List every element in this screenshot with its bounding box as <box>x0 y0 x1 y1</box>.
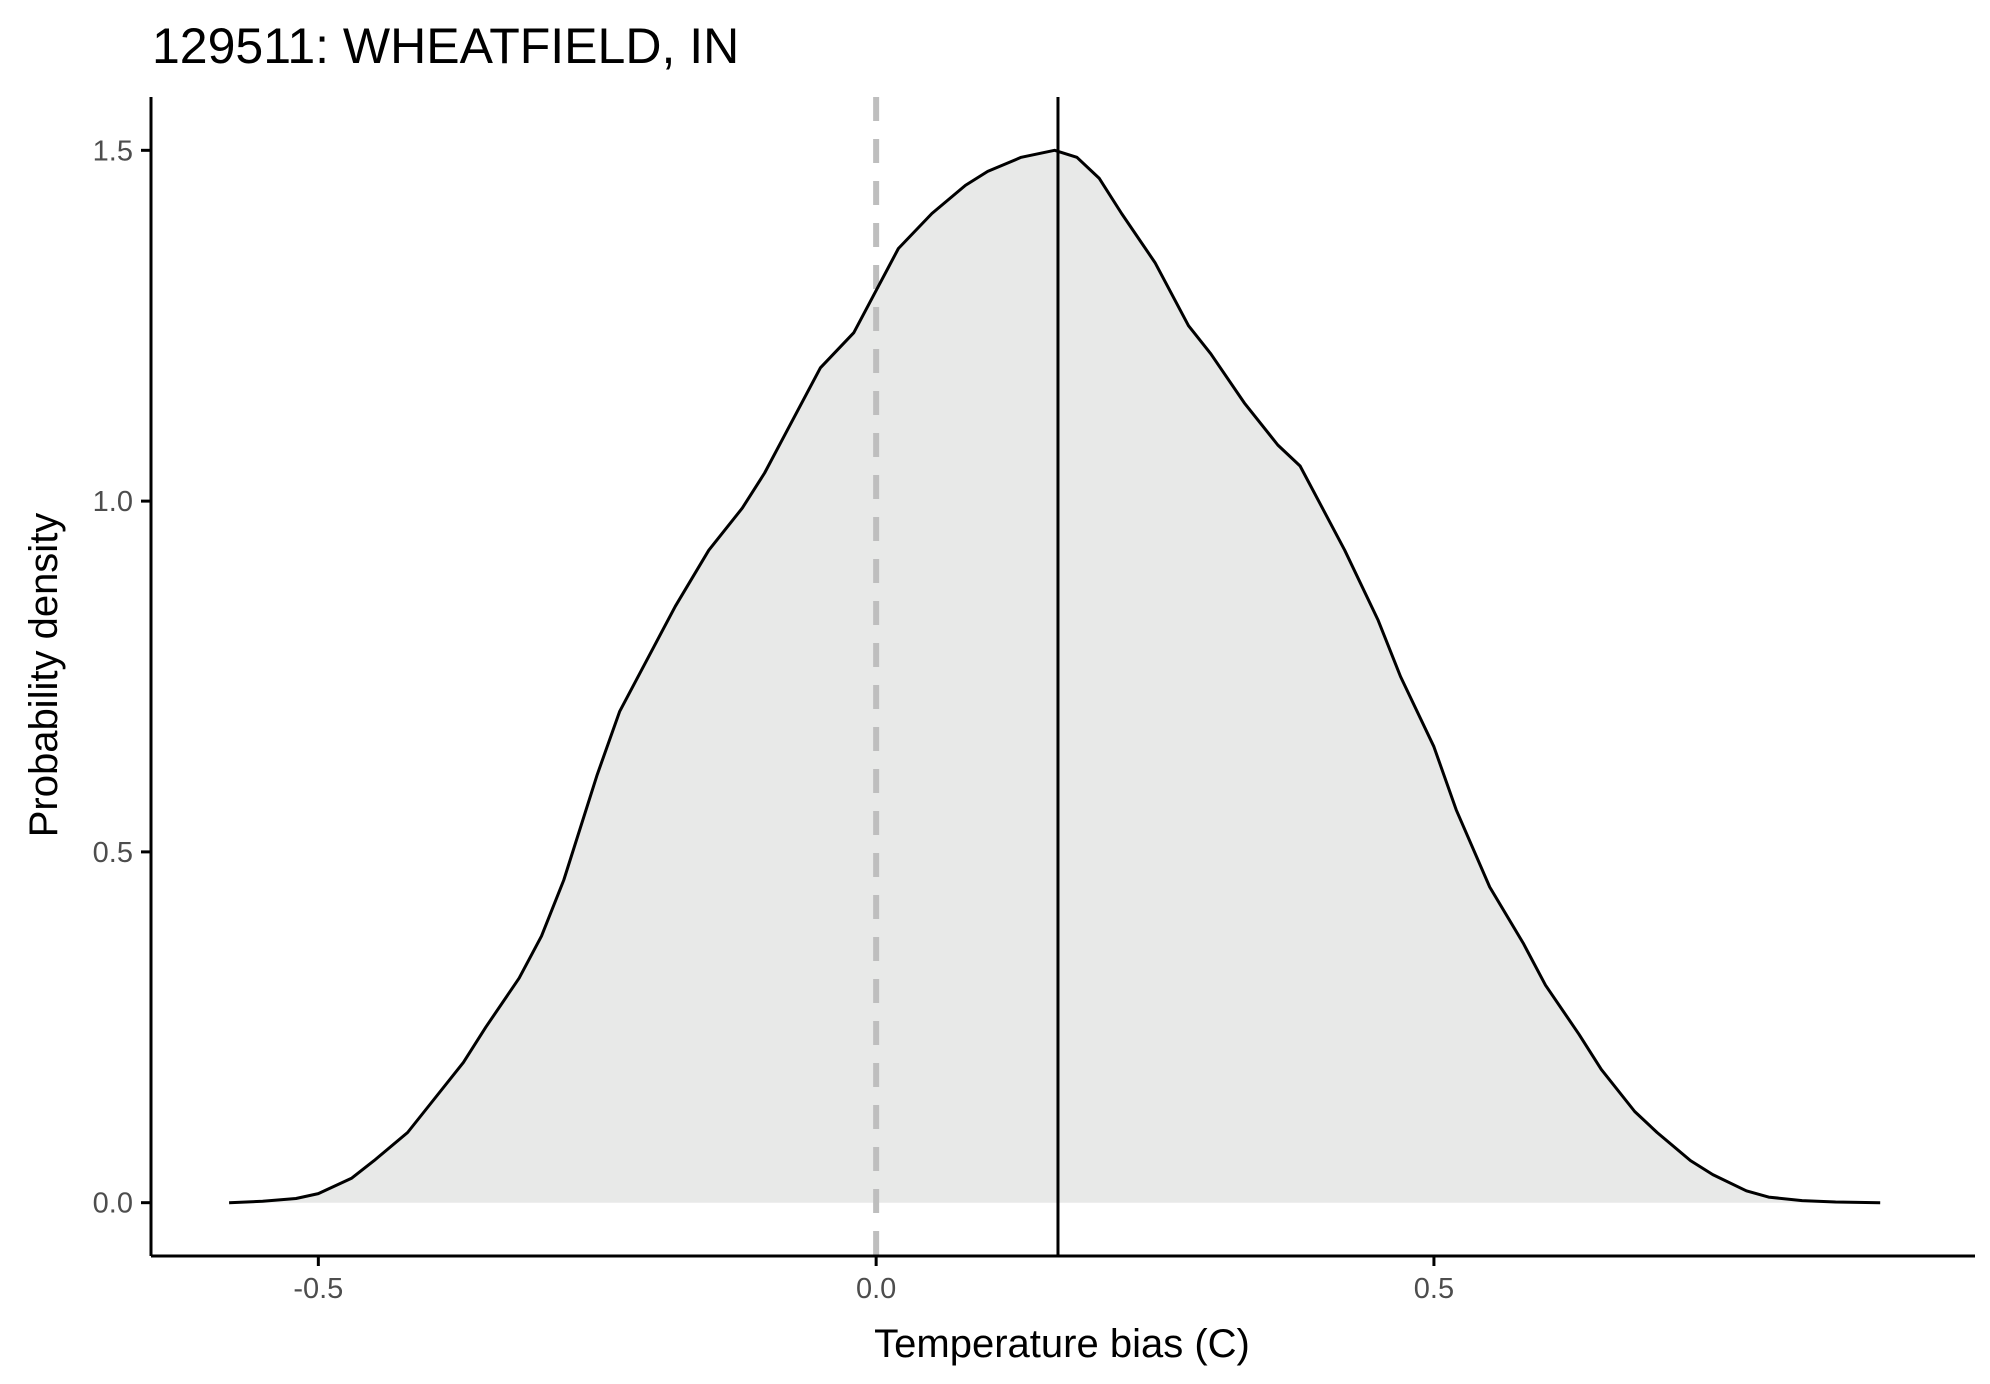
y-axis-title: Probability density <box>22 513 66 838</box>
y-tick-label: 1.0 <box>93 486 133 518</box>
x-tick-label: -0.5 <box>293 1273 343 1305</box>
y-tick-label: 0.5 <box>93 837 133 869</box>
density-area <box>229 150 1881 1203</box>
x-axis-title: Temperature bias (C) <box>874 1322 1250 1366</box>
axes: -0.5 0.0 0.5 0.0 0.5 1.0 1.5 <box>93 97 1975 1305</box>
chart-title: 129511: WHEATFIELD, IN <box>152 18 739 74</box>
y-tick-label: 0.0 <box>93 1188 133 1220</box>
y-tick-label: 1.5 <box>93 135 133 167</box>
x-tick-label: 0.5 <box>1414 1273 1454 1305</box>
x-tick-label: 0.0 <box>856 1273 896 1305</box>
plot-area <box>229 97 1881 1256</box>
density-curve <box>229 148 1881 1205</box>
